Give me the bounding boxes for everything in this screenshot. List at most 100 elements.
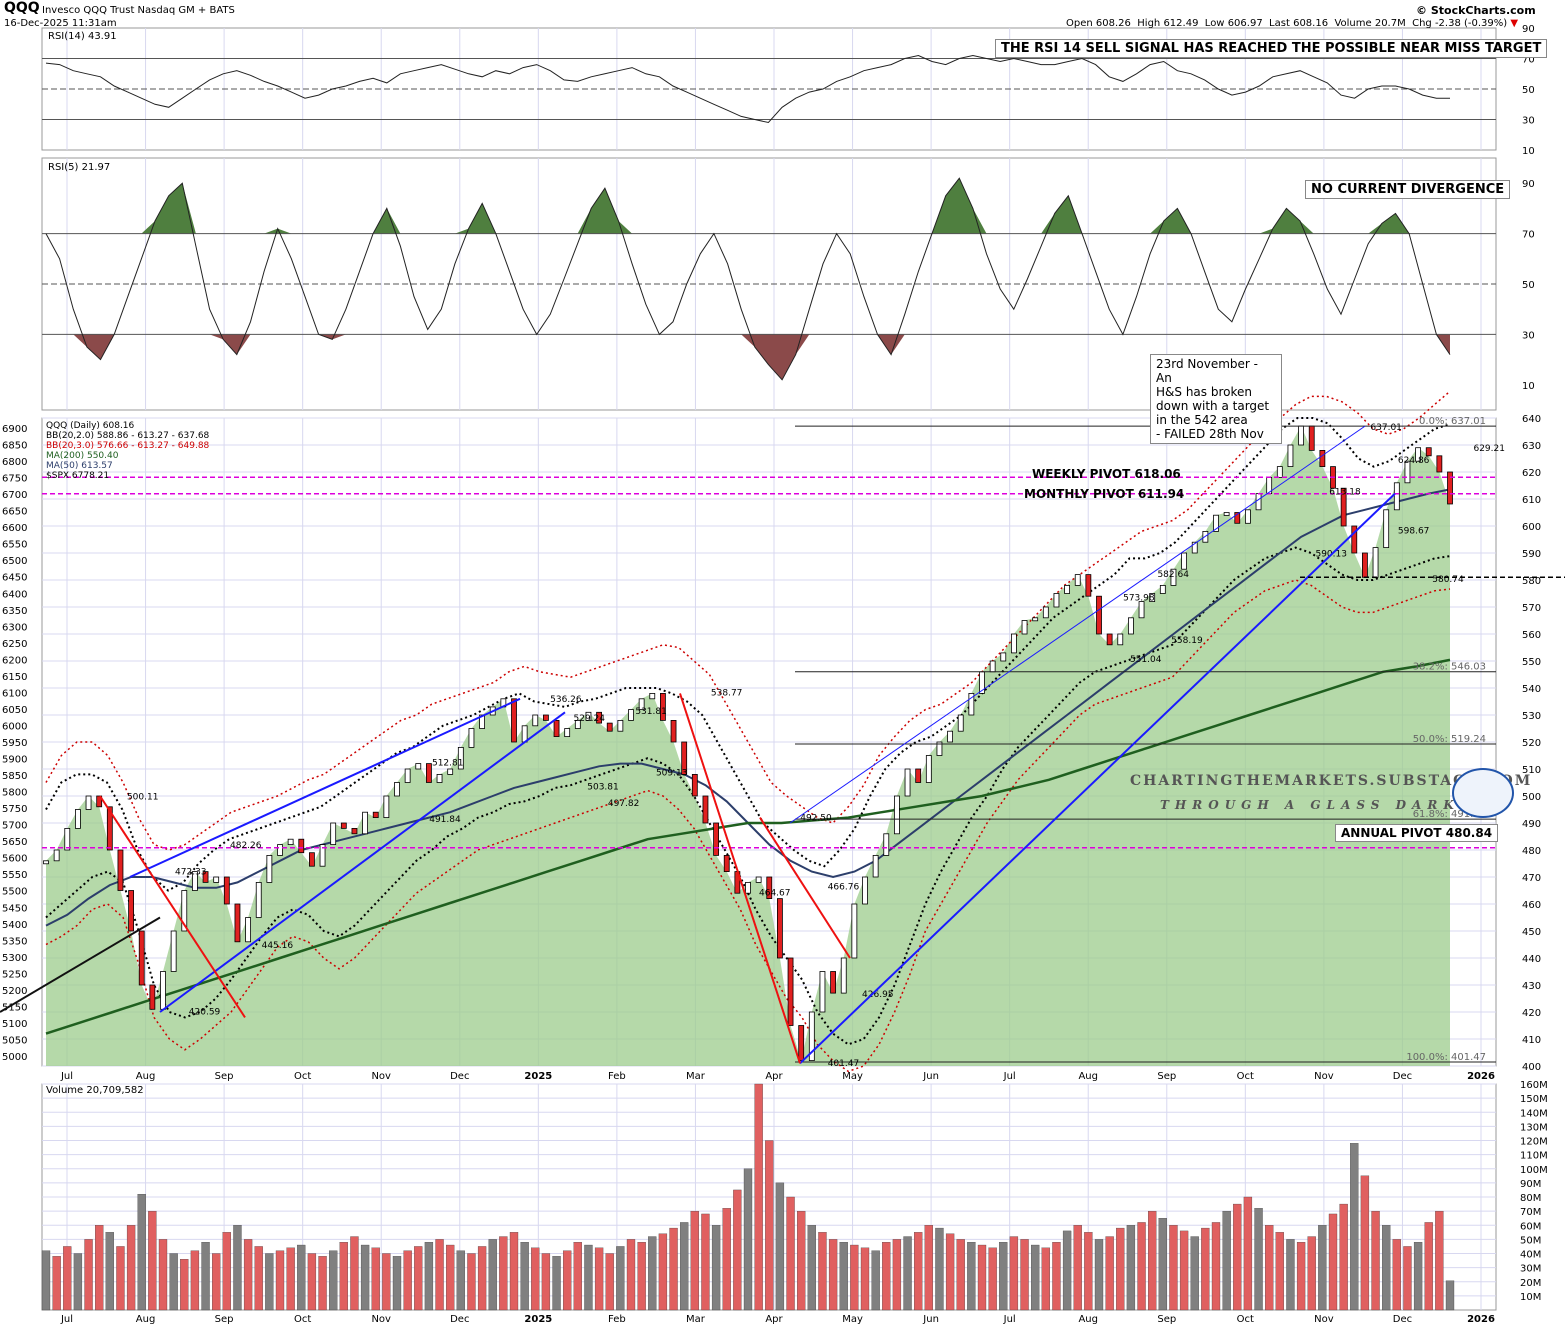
spx-tick-label: 6050 <box>2 705 27 716</box>
volume-tick-label: 100M <box>1520 1165 1548 1176</box>
low-value: 606.97 <box>1227 18 1263 29</box>
volume-bar <box>733 1189 742 1311</box>
x-axis-label: 2026 <box>1467 1071 1495 1082</box>
price-candle <box>957 714 964 732</box>
volume-bar <box>1084 1232 1093 1311</box>
price-candle <box>468 728 475 748</box>
volume-bar <box>552 1256 561 1311</box>
volume-bar <box>180 1259 189 1311</box>
price-point-label: 401.47 <box>828 1059 860 1069</box>
volume-bar <box>318 1256 327 1311</box>
volume-label: Volume <box>1334 18 1372 29</box>
volume-bar <box>594 1247 604 1311</box>
volume-bar <box>1371 1210 1380 1311</box>
volume-bar <box>743 1168 753 1311</box>
caret-down-icon: ▼ <box>1510 18 1519 29</box>
price-candle <box>319 844 326 867</box>
price-candle <box>723 855 730 873</box>
price-candle <box>255 882 262 918</box>
brand-logo: © StockCharts.com <box>1416 4 1536 17</box>
price-candle <box>1191 541 1198 554</box>
monthly-pivot-label: MONTHLY PIVOT 611.94 <box>1024 487 1185 501</box>
fib-level-label: 38.2%: 546.03 <box>1413 662 1486 673</box>
volume-bar <box>701 1213 710 1311</box>
spx-tick-label: 5950 <box>2 738 27 749</box>
volume-tick-label: 140M <box>1520 1108 1548 1119</box>
spx-tick-label: 6850 <box>2 441 27 452</box>
price-point-label: 637.01 <box>1370 423 1402 433</box>
volume-bar <box>956 1239 965 1311</box>
price-candle <box>766 876 773 900</box>
rsi14-tick-label: 30 <box>1522 116 1535 127</box>
volume-bar <box>243 1239 253 1311</box>
fib-level-label: 100.0%: 401.47 <box>1406 1052 1486 1063</box>
spx-tick-label: 5000 <box>2 1052 27 1063</box>
volume-bar <box>95 1225 104 1311</box>
hs-line-5: - FAILED 28th Nov <box>1156 427 1264 441</box>
volume-bar <box>1031 1244 1040 1311</box>
price-point-label: 538.77 <box>711 688 743 698</box>
volume-bar <box>1201 1227 1210 1311</box>
volume-tick-label: 50M <box>1520 1235 1541 1246</box>
price-candle <box>1085 574 1092 597</box>
price-point-label: 536.26 <box>550 695 582 705</box>
volume-legend: Volume 20,709,582 <box>46 1085 144 1096</box>
price-candle <box>160 971 166 1010</box>
volume-bar <box>882 1242 891 1311</box>
volume-bar <box>233 1225 242 1311</box>
volume-bar <box>1435 1210 1444 1311</box>
price-candle <box>681 741 688 775</box>
price-tick-label: 540 <box>1522 684 1541 695</box>
x-axis-label-bottom: Nov <box>371 1314 391 1325</box>
price-candle <box>532 714 539 727</box>
volume-bar <box>329 1250 338 1311</box>
rsi5-line <box>45 177 1451 381</box>
volume-bar <box>382 1253 391 1311</box>
volume-bar <box>1286 1239 1295 1311</box>
price-candle <box>1021 620 1028 635</box>
price-candle <box>117 849 124 891</box>
price-point-label: 598.67 <box>1398 527 1430 537</box>
volume-bar <box>892 1239 902 1311</box>
price-candle <box>777 898 783 959</box>
price-point-label: 573.98 <box>1123 593 1155 603</box>
price-point-label: 464.67 <box>759 888 791 898</box>
price-point-label: 624.86 <box>1398 456 1430 466</box>
price-legend-item: BB(20,3.0) 576.66 - 613.27 - 649.88 <box>46 441 210 451</box>
x-axis-label-bottom: Nov <box>1314 1314 1334 1325</box>
low-label: Low <box>1204 18 1225 29</box>
spx-tick-label: 6350 <box>2 606 27 617</box>
high-label: High <box>1137 18 1161 29</box>
x-axis-label-bottom: Oct <box>294 1314 311 1325</box>
price-candle <box>1011 633 1017 654</box>
price-candle <box>43 860 49 865</box>
volume-tick-label: 120M <box>1520 1137 1548 1148</box>
volume-bar <box>350 1236 359 1311</box>
volume-bar <box>690 1210 699 1311</box>
volume-bar <box>1073 1225 1082 1311</box>
price-candle <box>649 693 656 700</box>
volume-bar <box>1265 1225 1274 1311</box>
price-candle <box>830 971 836 994</box>
volume-bar <box>626 1239 636 1311</box>
spx-tick-label: 6700 <box>2 490 27 501</box>
watermark-url: CHARTINGTHEMARKETS.SUBSTACK.COM <box>1130 773 1533 789</box>
price-point-label: 531.81 <box>635 707 667 717</box>
volume-bar <box>1275 1232 1284 1311</box>
price-candle <box>851 903 858 959</box>
rsi14-tick-label: 70 <box>1522 55 1535 66</box>
rsi14-tick-label: 50 <box>1522 85 1535 96</box>
quote-bar: Open 608.26 High 612.49 Low 606.97 Last … <box>1066 17 1518 30</box>
rsi14-legend: RSI(14) 43.91 <box>48 31 117 42</box>
price-tick-label: 510 <box>1522 765 1541 776</box>
volume-bar <box>212 1253 221 1311</box>
spx-tick-label: 5600 <box>2 854 27 865</box>
price-candle <box>660 693 666 721</box>
price-candle <box>436 774 443 783</box>
price-tick-label: 580 <box>1522 576 1541 587</box>
volume-bar <box>392 1256 402 1311</box>
volume-bar <box>658 1233 668 1311</box>
volume-tick-label: 30M <box>1520 1264 1541 1275</box>
price-tick-label: 560 <box>1522 630 1541 641</box>
x-axis-label: Dec <box>450 1071 469 1082</box>
